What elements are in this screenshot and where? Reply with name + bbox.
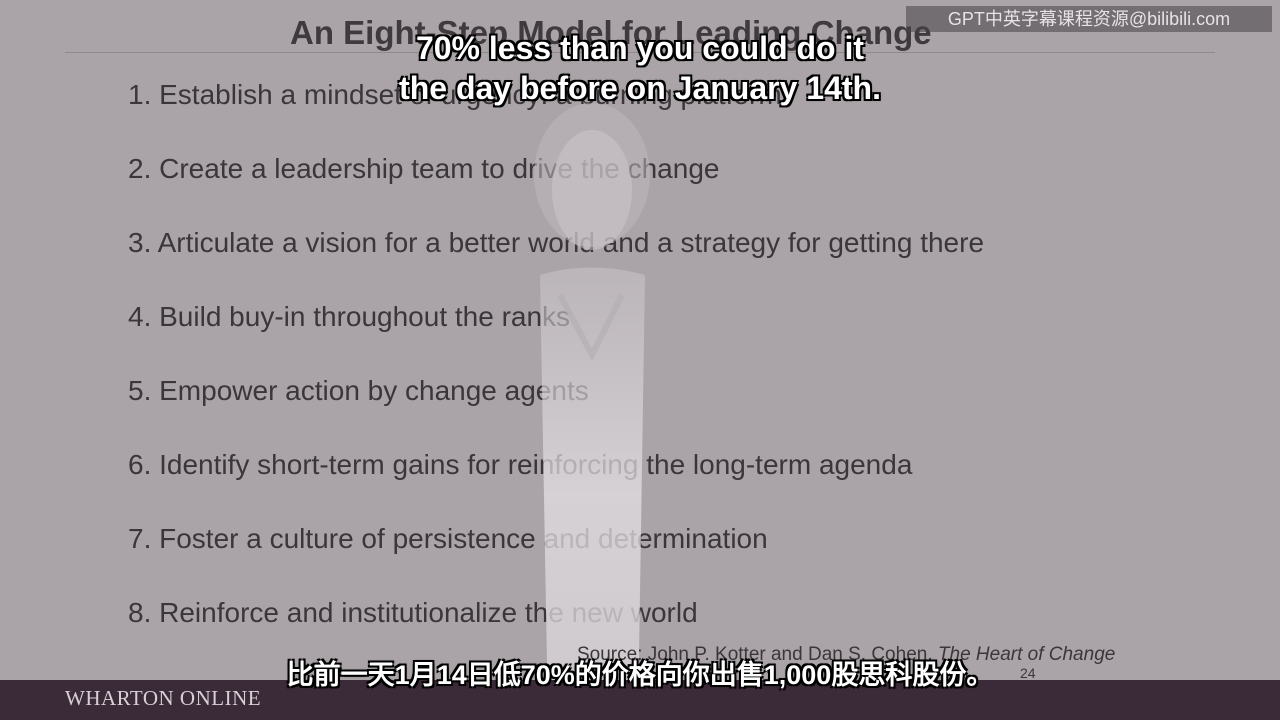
chinese-subtitle: 比前一天1月14日低70%的价格向你出售1,000股思科股份。 — [286, 660, 994, 690]
step-item-1: 1. Establish a mindset of urgency: a bur… — [128, 79, 782, 110]
steps-list: 1. Establish a mindset of urgency: a bur… — [128, 72, 984, 664]
english-subtitle-line-2: the day before on January 14th. — [399, 70, 881, 106]
slide-page-number: 24 — [1020, 665, 1036, 681]
presenter-silhouette-icon — [534, 103, 650, 720]
footer-bar — [0, 680, 1280, 720]
slide-title: An Eight-Step Model for Leading Change — [290, 14, 932, 51]
source-citation: Source: John P. Kotter and Dan S. Cohen,… — [577, 644, 1115, 666]
step-item-4: 4. Build buy-in throughout the ranks — [128, 301, 571, 332]
title-divider — [65, 52, 1215, 53]
presenter-figure — [510, 95, 670, 720]
step-item-7: 7. Foster a culture of persistence and d… — [128, 523, 768, 554]
step-item-5: 5. Empower action by change agents — [128, 375, 589, 406]
footer-brand-logo: WHARTON ONLINE — [65, 686, 262, 710]
step-item-6: 6. Identify short-term gains for reinfor… — [128, 449, 913, 480]
step-item-3: 3. Articulate a vision for a better worl… — [128, 227, 985, 258]
english-subtitle-line-1: 70% less than you could do it — [415, 30, 865, 66]
english-subtitle: 70% less than you could do it the day be… — [0, 28, 1280, 108]
source-prefix: Source: John P. Kotter and Dan S. Cohen, — [577, 644, 938, 665]
source-book-title: The Heart of Change — [937, 644, 1116, 665]
channel-watermark: GPT中英字幕课程资源@bilibili.com — [906, 6, 1272, 32]
